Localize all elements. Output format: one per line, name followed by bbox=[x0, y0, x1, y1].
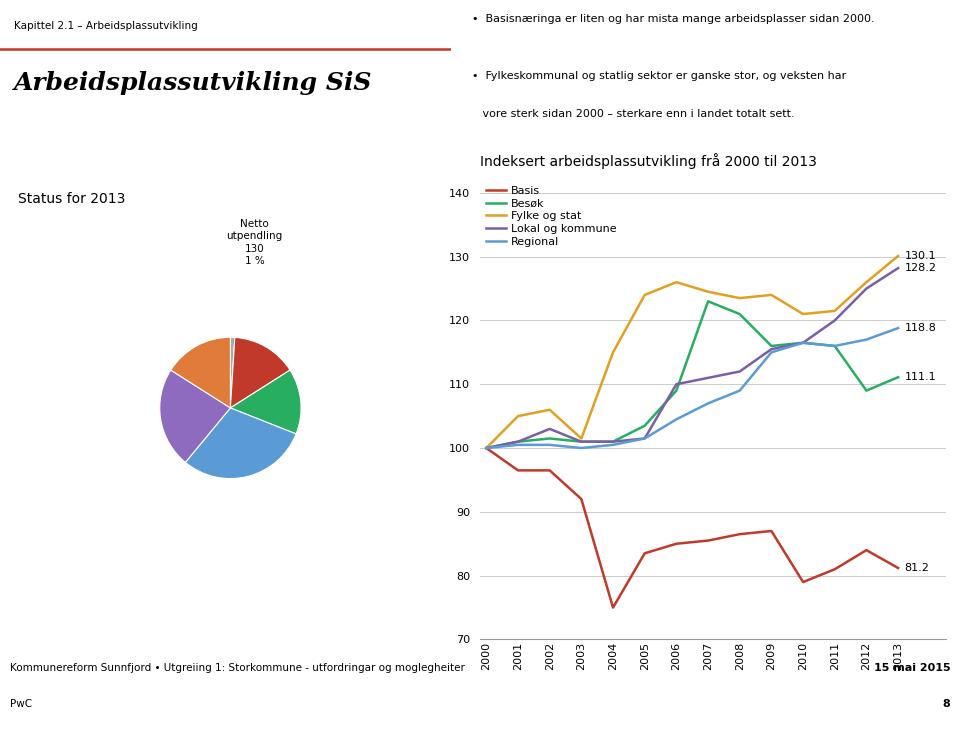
Text: Regional
5 443
30 %: Regional 5 443 30 % bbox=[221, 559, 266, 593]
Text: Besøk
2 669
15 %: Besøk 2 669 15 % bbox=[348, 417, 378, 452]
Wedge shape bbox=[185, 408, 296, 478]
Wedge shape bbox=[171, 337, 230, 408]
Wedge shape bbox=[159, 370, 230, 462]
Text: Kapittel 2.1 – Arbeidsplassutvikling: Kapittel 2.1 – Arbeidsplassutvikling bbox=[13, 21, 198, 31]
Wedge shape bbox=[230, 370, 301, 434]
Wedge shape bbox=[230, 337, 235, 408]
Text: 8: 8 bbox=[943, 699, 950, 709]
Text: •  Basisnæringa er liten og har mista mange arbeidsplasser sidan 2000.: • Basisnæringa er liten og har mista man… bbox=[471, 14, 875, 24]
Text: •  Fylkeskommunal og statlig sektor er ganske stor, og veksten har: • Fylkeskommunal og statlig sektor er ga… bbox=[471, 71, 846, 81]
Text: Status for 2013: Status for 2013 bbox=[18, 192, 126, 206]
Text: Indeksert arbeidsplassutvikling frå 2000 til 2013: Indeksert arbeidsplassutvikling frå 2000… bbox=[480, 153, 817, 169]
Text: Lokal og
kommune
4 153
23 %: Lokal og kommune 4 153 23 % bbox=[81, 455, 132, 502]
Text: 15 mai 2015: 15 mai 2015 bbox=[874, 663, 950, 673]
Legend: Basis, Besøk, Fylke og stat, Lokal og kommune, Regional: Basis, Besøk, Fylke og stat, Lokal og ko… bbox=[486, 186, 616, 247]
Text: Basis
2 660
15 %: Basis 2 660 15 % bbox=[322, 304, 351, 340]
Text: Fylke og
stat
2 885
16 %: Fylke og stat 2 885 16 % bbox=[112, 303, 155, 350]
Text: PwC: PwC bbox=[10, 699, 32, 709]
Wedge shape bbox=[230, 337, 290, 408]
Text: 128.2: 128.2 bbox=[904, 263, 936, 273]
Text: 118.8: 118.8 bbox=[904, 323, 936, 333]
Text: Arbeidsplassutvikling SiS: Arbeidsplassutvikling SiS bbox=[13, 71, 372, 95]
Text: 111.1: 111.1 bbox=[904, 372, 936, 382]
Text: Kommunereform Sunnfjord • Utgreiing 1: Storkommune - utfordringar og moglegheite: Kommunereform Sunnfjord • Utgreiing 1: S… bbox=[10, 663, 465, 673]
Text: 130.1: 130.1 bbox=[904, 251, 936, 261]
Text: 81.2: 81.2 bbox=[904, 563, 929, 573]
Text: vore sterk sidan 2000 – sterkare enn i landet totalt sett.: vore sterk sidan 2000 – sterkare enn i l… bbox=[471, 110, 794, 119]
Text: Netto
utpendling
130
1 %: Netto utpendling 130 1 % bbox=[227, 219, 283, 266]
